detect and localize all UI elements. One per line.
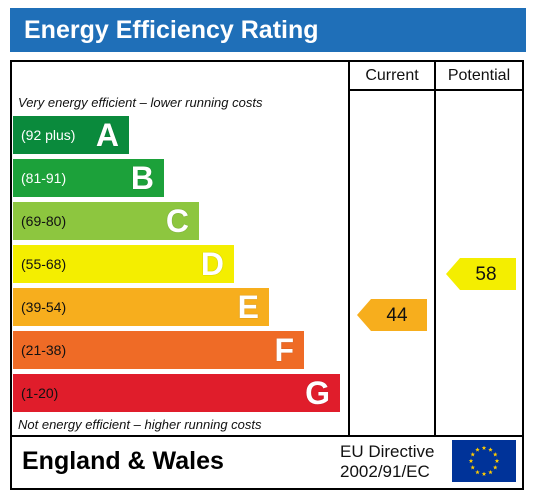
band-letter: B (130, 160, 154, 196)
band-e: (39-54) E (13, 288, 269, 326)
eu-star-icon (481, 471, 487, 476)
eu-star-icon (475, 469, 480, 475)
band-letter: A (95, 117, 119, 153)
band-range: (92 plus) (21, 127, 76, 143)
band-range: (21-38) (21, 342, 67, 358)
column-divider-current (348, 60, 350, 436)
potential-rating-arrow: 58 (446, 258, 516, 290)
page-title: Energy Efficiency Rating (24, 16, 319, 44)
eu-star-icon (468, 458, 474, 463)
eu-star-icon (492, 465, 498, 470)
column-header-current: Current (365, 67, 419, 84)
eu-star-icon (488, 447, 493, 452)
band-letter: G (305, 375, 330, 411)
footer-divider (10, 435, 524, 437)
bottom-note: Not energy efficient – higher running co… (18, 417, 262, 432)
arrow-shape (357, 299, 427, 331)
eu-flag-icon (452, 440, 516, 482)
band-letter: F (274, 332, 294, 368)
band-letter: D (200, 246, 224, 282)
eu-star-icon (470, 452, 476, 457)
band-b: (81-91) B (13, 159, 164, 197)
current-rating-arrow: 44 (357, 299, 427, 331)
band-a: (92 plus) A (13, 116, 129, 154)
band-letter: E (237, 289, 259, 325)
band-range: (39-54) (21, 299, 67, 315)
potential-rating-value: 58 (475, 264, 497, 285)
eu-star-icon (488, 469, 493, 475)
top-note: Very energy efficient – lower running co… (18, 95, 263, 110)
eu-star-icon (475, 447, 480, 452)
current-rating-value: 44 (386, 305, 408, 326)
title-bar: Energy Efficiency Rating (10, 8, 526, 52)
band-d: (55-68) D (13, 245, 234, 283)
eu-star-icon (481, 445, 487, 450)
eu-star-icon (492, 452, 498, 457)
eu-star-icon (470, 465, 476, 470)
header-divider (350, 89, 522, 91)
column-header-potential: Potential (447, 67, 511, 84)
band-c: (69-80) C (13, 202, 199, 240)
band-g: (1-20) G (13, 374, 340, 412)
region-label: England & Wales (22, 447, 224, 475)
band-range: (81-91) (21, 170, 67, 186)
rating-table (10, 60, 524, 490)
band-letter: C (165, 203, 189, 239)
column-divider-potential (434, 60, 436, 436)
arrow-shape (446, 258, 516, 290)
eu-star-icon (494, 458, 500, 463)
band-range: (55-68) (21, 256, 67, 272)
band-range: (1-20) (21, 385, 59, 401)
directive-line-1: EU Directive (340, 442, 435, 461)
directive-line-2: 2002/91/EC (340, 462, 430, 481)
band-range: (69-80) (21, 213, 67, 229)
band-f: (21-38) F (13, 331, 304, 369)
